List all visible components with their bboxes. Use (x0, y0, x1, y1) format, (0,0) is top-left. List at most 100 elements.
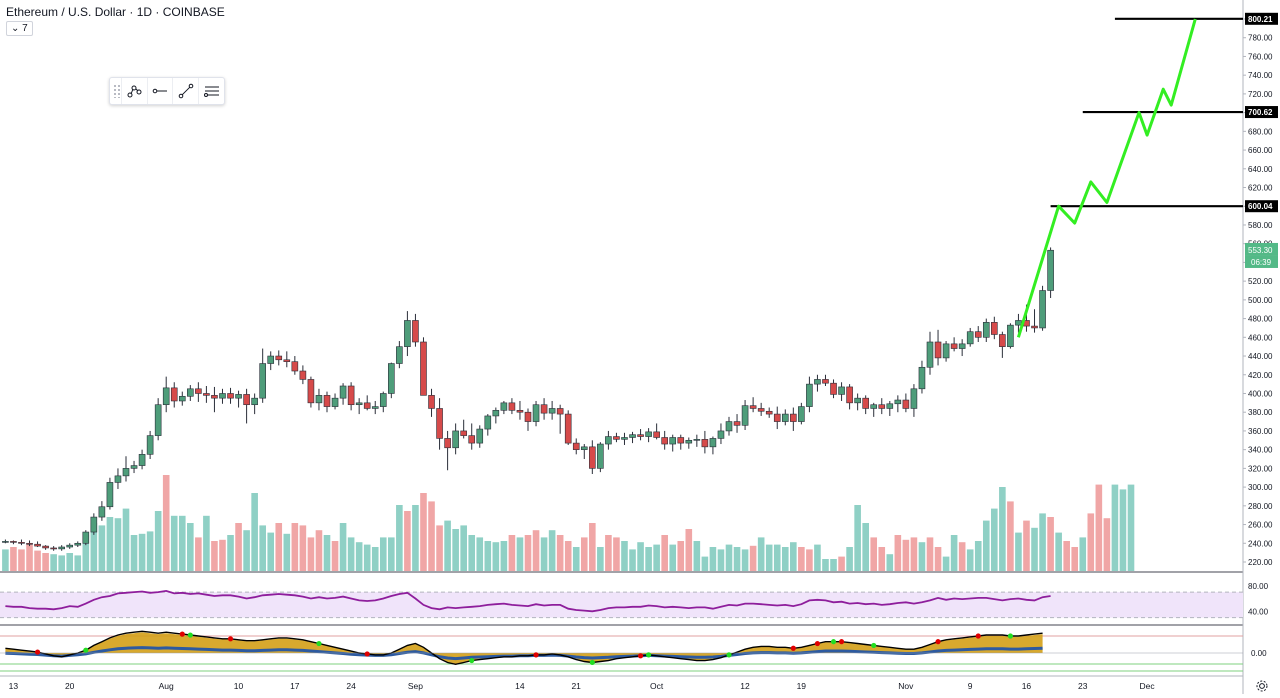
volume-bar (838, 556, 845, 571)
price-tick-label: 480.00 (1248, 315, 1273, 324)
volume-bar (709, 547, 717, 571)
volume-bar (564, 541, 572, 571)
price-tick-label: 680.00 (1248, 127, 1273, 136)
volume-bar (886, 554, 894, 571)
candle-body (339, 385, 347, 399)
candle-body (1039, 290, 1046, 329)
volume-bar (436, 525, 443, 571)
price-tick-label: 400.00 (1248, 389, 1273, 398)
candle-body (564, 413, 572, 444)
volume-bar (1119, 489, 1127, 571)
volume-bar (934, 547, 942, 571)
drag-handle[interactable] (113, 84, 121, 98)
time-tick-label: 21 (571, 681, 581, 691)
volume-bar (347, 537, 355, 571)
volume-bar (50, 554, 57, 571)
gear-icon[interactable] (1255, 679, 1269, 693)
volume-bar (323, 535, 331, 571)
time-tick-label: 19 (797, 681, 807, 691)
time-tick-label: Aug (159, 681, 174, 691)
volume-bar (677, 541, 685, 571)
candle-body (854, 397, 861, 404)
volume-bar (500, 541, 508, 571)
osc-marker (469, 657, 475, 664)
volume-bar (74, 555, 82, 571)
volume-bar (1047, 517, 1054, 571)
volume-bar (235, 523, 242, 571)
volume-bar (918, 542, 926, 571)
volume-bar (749, 545, 757, 571)
price-tick-label: 380.00 (1248, 408, 1273, 417)
volume-bar (1111, 484, 1119, 571)
candle-body (685, 439, 693, 444)
time-tick-label: 17 (290, 681, 300, 691)
rsi-pane (0, 589, 1243, 619)
level-price-label: 600.04 (1248, 202, 1273, 211)
volume-bar (822, 559, 829, 571)
osc-marker (790, 645, 796, 651)
volume-bar (98, 525, 106, 571)
volume-bar (1023, 520, 1030, 571)
candle-body (749, 405, 757, 409)
volume-bar (524, 535, 532, 571)
candle-body (773, 413, 781, 422)
price-tick-label: 580.00 (1248, 221, 1273, 230)
candle-body (902, 399, 910, 409)
time-axis[interactable]: 13 20 Aug 10 17 24 Sep 14 21 Oct 12 19 Nov 9 16 23 Dec (9, 681, 1156, 691)
volume-bar (396, 505, 403, 571)
candle-body (388, 363, 395, 394)
candle-body (267, 355, 275, 364)
time-tick-label: 16 (1022, 681, 1032, 691)
candle-body (404, 320, 411, 347)
candle-body (991, 322, 998, 335)
candle-body (460, 430, 467, 436)
volume-bar (114, 518, 122, 571)
volume-bar (492, 542, 500, 571)
volume-bar (251, 493, 258, 571)
horizontal-levels[interactable] (1050, 17, 1243, 208)
osc-marker (227, 636, 234, 642)
candle-body (524, 411, 532, 422)
time-tick-label: 10 (234, 681, 244, 691)
volume-bar (18, 549, 25, 571)
volume-bar (830, 559, 837, 571)
volume-bar (926, 537, 934, 571)
osc-marker (34, 649, 41, 655)
volume-bar (685, 529, 693, 571)
price-tick-label: 280.00 (1248, 502, 1273, 511)
price-axis[interactable]: 800.00780.00760.00740.00720.00700.00680.… (1243, 12, 1278, 658)
drawing-toolbar[interactable] (109, 77, 225, 105)
candle-body (806, 383, 813, 407)
volume-bar (781, 547, 789, 571)
horizontal-ray-icon[interactable] (146, 78, 173, 104)
price-tick-label: 340.00 (1248, 446, 1273, 455)
osc-line (5, 630, 1043, 666)
trend-line-icon[interactable] (172, 78, 198, 104)
parallel-lines-icon[interactable] (198, 78, 224, 104)
volume-bar (854, 505, 861, 571)
candle-body (307, 379, 315, 404)
level-price-tag (1245, 12, 1278, 25)
volume-bar (773, 544, 781, 571)
volume-bar (790, 542, 797, 571)
volume-bar (227, 535, 234, 571)
volume-bar (910, 537, 918, 571)
volume-bar (621, 541, 628, 571)
projection-path[interactable] (1016, 18, 1197, 338)
osc-marker (935, 639, 941, 645)
candle-body (999, 334, 1006, 347)
candle-body (26, 542, 33, 545)
osc-marker (830, 639, 837, 645)
drawing-tools-icon[interactable] (120, 78, 147, 104)
candle-body (934, 341, 942, 359)
indicator-count-badge[interactable]: ⌄ 7 (6, 21, 33, 36)
candle-body (396, 346, 403, 364)
candle-body (484, 415, 492, 430)
volume-bar (130, 535, 138, 571)
candle-body (846, 386, 853, 404)
candle-body (500, 402, 508, 411)
volume-bar (203, 515, 210, 571)
candle-body (66, 544, 74, 548)
candle-body (412, 320, 419, 343)
